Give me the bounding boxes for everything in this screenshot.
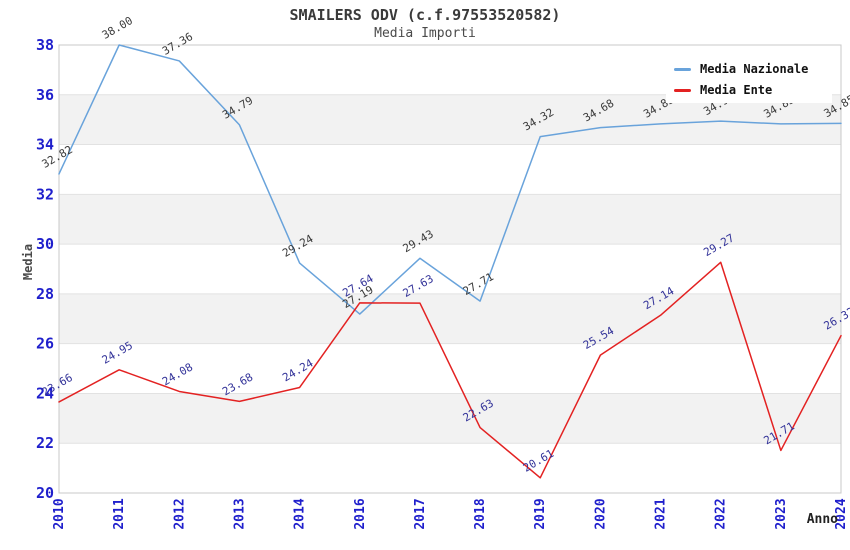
x-tick-label: 2014 bbox=[293, 498, 308, 529]
legend-item-media-ente: Media Ente bbox=[674, 83, 826, 97]
x-tick-label: 2022 bbox=[714, 498, 729, 529]
y-tick-label: 22 bbox=[36, 434, 54, 452]
y-tick-label: 20 bbox=[36, 484, 54, 502]
x-tick-label: 2021 bbox=[654, 498, 669, 529]
x-tick-label: 2013 bbox=[232, 498, 247, 529]
x-axis-title: Anno bbox=[806, 512, 838, 527]
x-tick-label: 2023 bbox=[774, 498, 789, 529]
data-label-media-nazionale: 38.00 bbox=[100, 14, 135, 42]
plot-band bbox=[59, 144, 841, 195]
chart-legend: Media Nazionale Media Ente bbox=[666, 56, 832, 103]
y-tick-label: 26 bbox=[36, 335, 54, 353]
plot-band bbox=[59, 194, 841, 245]
legend-line-swatch-nazionale bbox=[674, 67, 691, 71]
series-line-media-ente bbox=[58, 261, 842, 479]
plot-border bbox=[58, 44, 842, 494]
legend-item-media-nazionale: Media Nazionale bbox=[674, 62, 826, 76]
series-line-media-nazionale bbox=[58, 44, 842, 315]
x-tick-label: 2018 bbox=[473, 498, 488, 529]
plot-band bbox=[59, 393, 841, 444]
plot-band bbox=[59, 244, 841, 294]
y-tick-label: 28 bbox=[36, 285, 54, 303]
x-tick-label: 2020 bbox=[593, 498, 608, 529]
plot-band bbox=[59, 94, 841, 145]
legend-label-media-nazionale: Media Nazionale bbox=[700, 62, 809, 76]
x-tick-label: 2017 bbox=[413, 498, 428, 529]
legend-label-media-ente: Media Ente bbox=[700, 83, 773, 97]
y-axis-title: Media bbox=[21, 243, 35, 281]
x-tick-label: 2019 bbox=[533, 498, 548, 529]
y-tick-label: 36 bbox=[36, 86, 54, 104]
y-tick-label: 32 bbox=[36, 185, 54, 203]
x-tick-label: 2024 bbox=[834, 498, 849, 529]
plot-band bbox=[59, 343, 841, 394]
plot-band bbox=[59, 443, 841, 493]
chart-title: SMAILERS ODV (c.f.97553520582) bbox=[289, 6, 561, 24]
y-tick-label: 30 bbox=[36, 235, 54, 253]
plot-band bbox=[59, 293, 841, 344]
x-tick-label: 2016 bbox=[353, 498, 368, 529]
x-tick-label: 2012 bbox=[172, 498, 187, 529]
y-tick-label: 38 bbox=[36, 36, 54, 54]
x-tick-label: 2011 bbox=[112, 498, 127, 529]
chart-subtitle: Media Importi bbox=[374, 26, 476, 41]
legend-line-swatch-ente bbox=[674, 88, 691, 92]
y-tick-label: 34 bbox=[36, 136, 54, 154]
x-tick-label: 2010 bbox=[52, 498, 67, 529]
y-tick-label: 24 bbox=[36, 384, 54, 402]
